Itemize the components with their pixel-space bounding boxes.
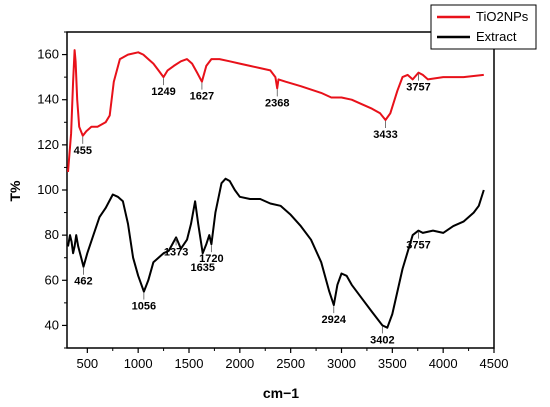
annotation-label: 1627: [190, 91, 214, 103]
y-tick-label: 60: [45, 272, 59, 287]
x-tick-label: 4000: [429, 356, 458, 371]
legend-box: [430, 4, 537, 50]
x-axis-title: cm−1: [263, 385, 299, 401]
series-line-extract: [67, 177, 485, 329]
x-tick-label: 1500: [175, 356, 204, 371]
x-axis: 500 1000 1500 2000 2500 3000 3500 4000 4500: [76, 348, 508, 371]
annotation-label: 1720: [199, 253, 223, 265]
annotation-label: 3757: [406, 82, 430, 94]
y-tick-label: 40: [45, 317, 59, 332]
y-tick-label: 100: [37, 182, 59, 197]
x-tick-label: 2500: [276, 356, 305, 371]
x-tick-label: 500: [76, 356, 98, 371]
legend-label-tio2nps: TiO2NPs: [476, 9, 529, 24]
annotation-label: 462: [74, 276, 92, 288]
y-axis: 40 60 80 100 120 140 160: [37, 31, 67, 349]
annotation-label: 1635: [190, 262, 214, 274]
x-tick-label: 1000: [124, 356, 153, 371]
legend: TiO2NPs Extract: [430, 4, 537, 50]
series-line-tio2nps: [67, 49, 484, 172]
annotation-label: 1249: [151, 86, 175, 98]
annotation-label: 3402: [370, 334, 394, 346]
x-tick-label: 3500: [378, 356, 407, 371]
x-tick-label: 3000: [327, 356, 356, 371]
annotation-label: 455: [74, 145, 92, 157]
y-tick-label: 160: [37, 47, 59, 62]
annotation-label: 2368: [265, 97, 289, 109]
x-tick-label: 4500: [480, 356, 509, 371]
x-tick-label: 2000: [225, 356, 254, 371]
annotation-label: 3757: [406, 240, 430, 252]
annotation-label: 1373: [164, 246, 188, 258]
y-axis-title: T%: [7, 180, 23, 202]
annotation-label: 1056: [132, 301, 156, 313]
y-tick-label: 140: [37, 92, 59, 107]
annotation-label: 2924: [322, 314, 347, 326]
legend-label-extract: Extract: [476, 29, 517, 44]
y-tick-label: 120: [37, 137, 59, 152]
annotation-label: 3433: [373, 129, 397, 141]
y-tick-label: 80: [45, 227, 59, 242]
series-layer: [67, 49, 485, 329]
